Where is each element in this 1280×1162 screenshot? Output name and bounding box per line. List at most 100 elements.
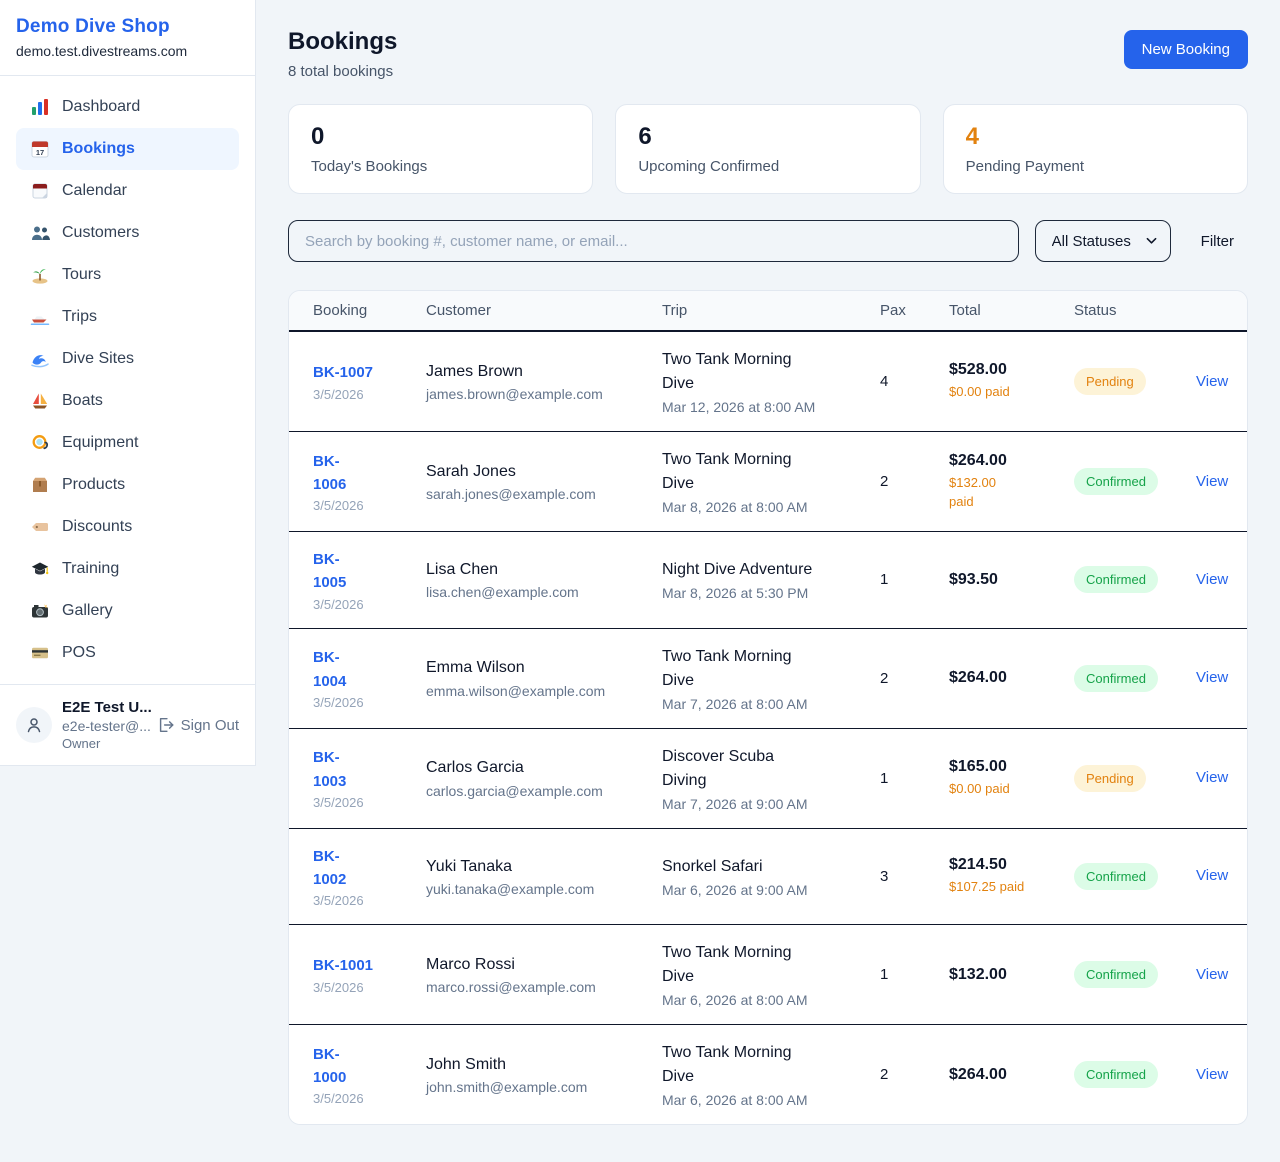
customer-email: sarah.jones@example.com [426,486,596,503]
column-header-booking: Booking [313,302,368,319]
trip-cell: Two Tank Morning Dive Mar 6, 2026 at 8:0… [662,1041,880,1108]
total-cell: $214.50 $107.25 paid [949,856,1074,897]
stat-label: Pending Payment [965,158,1085,175]
trip-name: Two Tank Morning Dive [662,1044,792,1085]
paid-amount: $0.00 paid [949,780,1010,796]
people-icon [30,223,50,243]
view-link[interactable]: View [1196,372,1229,390]
sidebar-item-boats[interactable]: Boats [16,380,239,422]
booking-id-link[interactable]: BK- 1004 [313,649,347,690]
trip-cell: Two Tank Morning Dive Mar 6, 2026 at 8:0… [662,941,880,1008]
customer-name: John Smith [426,1055,507,1073]
status-cell: Confirmed [1074,1061,1196,1088]
trip-datetime: Mar 8, 2026 at 8:00 AM [662,499,808,515]
table-body: BK-1007 3/5/2026 James Brown james.brown… [289,332,1247,1124]
status-select[interactable]: All Statuses [1039,232,1158,250]
column-header-customer: Customer [426,302,492,319]
sidebar-item-discounts[interactable]: Discounts [16,506,239,548]
status-badge: Confirmed [1074,1061,1158,1088]
view-link[interactable]: View [1196,669,1229,686]
status-cell: Pending [1074,368,1196,395]
customer-email: yuki.tanaka@example.com [426,880,595,897]
sidebar-item-equipment[interactable]: Equipment [16,422,239,464]
booking-id-link[interactable]: BK- 1003 [313,749,347,790]
sign-out-button[interactable]: Sign Out [157,716,239,734]
total-amount: $264.00 [949,669,1007,686]
total-amount: $165.00 [949,757,1007,775]
view-link[interactable]: View [1196,1065,1229,1083]
sidebar-item-label: Dive Sites [62,350,135,367]
bar-chart-icon [30,97,50,117]
page-header: Bookings 8 total bookings New Booking [288,28,1248,80]
customer-cell: John Smith john.smith@example.com [426,1054,662,1095]
sidebar-item-label: Discounts [62,518,133,535]
table-row: BK-1001 3/5/2026 Marco Rossi marco.rossi… [289,924,1247,1024]
customer-name: Sarah Jones [426,462,516,480]
customer-name: Lisa Chen [426,561,499,579]
booking-id-link[interactable]: BK- 1006 [313,452,347,493]
table-row: BK- 1005 3/5/2026 Lisa Chen lisa.chen@ex… [289,531,1247,628]
booking-id-link[interactable]: BK-1001 [313,957,374,975]
sidebar-item-customers[interactable]: Customers [16,212,239,254]
sidebar-item-products[interactable]: Products [16,464,239,506]
sidebar-item-label: Bookings [62,140,135,157]
view-link[interactable]: View [1196,769,1229,786]
filter-button[interactable]: Filter [1187,233,1248,250]
trip-cell: Two Tank Morning Dive Mar 8, 2026 at 8:0… [662,448,880,515]
sidebar-item-dashboard[interactable]: Dashboard [16,86,239,128]
booking-id-link[interactable]: BK- 1002 [313,847,347,888]
tag-icon [30,517,50,537]
sidebar-user-section: E2E Test U... e2e-tester@... Owner Sign … [0,684,255,765]
pax-count: 3 [880,867,889,885]
booking-id-link[interactable]: BK- 1000 [313,1045,347,1086]
view-cell: View [1196,669,1228,687]
trip-cell: Night Dive Adventure Mar 8, 2026 at 5:30… [662,558,880,601]
trip-datetime: Mar 6, 2026 at 8:00 AM [662,1092,808,1108]
total-cell: $165.00 $0.00 paid [949,758,1074,799]
user-email: e2e-tester@... [62,718,151,734]
sidebar-item-label: Calendar [62,182,127,199]
trip-cell: Two Tank Morning Dive Mar 12, 2026 at 8:… [662,348,880,415]
booking-cell: BK- 1002 3/5/2026 [313,845,426,909]
view-link[interactable]: View [1196,570,1229,588]
credit-card-icon [30,643,50,663]
sidebar-item-bookings[interactable]: 17 Bookings [16,128,239,170]
sidebar-item-training[interactable]: Training [16,548,239,590]
package-icon [30,475,50,495]
booking-date: 3/5/2026 [313,1091,364,1107]
booking-id-link[interactable]: BK-1007 [313,364,374,382]
stat-card-todays-bookings: 0 Today's Bookings [288,104,594,194]
total-cell: $264.00 $132.00 paid [949,452,1074,512]
total-amount: $214.50 [949,855,1007,873]
sidebar-item-tours[interactable]: Tours [16,254,239,296]
sidebar-item-dive-sites[interactable]: Dive Sites [16,338,239,380]
status-cell: Confirmed [1074,862,1196,890]
sign-out-label: Sign Out [180,716,239,734]
search-input[interactable] [288,220,1019,262]
sidebar-item-calendar[interactable]: Calendar [16,170,239,212]
sidebar: Demo Dive Shop demo.test.divestreams.com… [0,0,256,766]
table-row: BK- 1003 3/5/2026 Carlos Garcia carlos.g… [289,727,1247,828]
trip-cell: Two Tank Morning Dive Mar 7, 2026 at 8:0… [662,645,880,712]
sidebar-item-label: Tours [62,266,102,283]
paid-amount: $107.25 paid [949,878,1025,894]
status-badge: Confirmed [1074,961,1158,988]
avatar [16,707,52,743]
pax-count: 4 [880,373,889,390]
stat-label: Upcoming Confirmed [638,158,780,175]
booking-date: 3/5/2026 [313,386,364,402]
column-header-status: Status [1074,302,1117,319]
booking-id-link[interactable]: BK- 1005 [313,551,347,592]
sidebar-item-gallery[interactable]: Gallery [16,590,239,632]
view-link[interactable]: View [1196,472,1229,490]
table-row: BK- 1000 3/5/2026 John Smith john.smith@… [289,1024,1247,1124]
total-amount: $264.00 [949,451,1007,469]
wave-icon [30,349,50,369]
sidebar-item-pos[interactable]: POS [16,632,239,674]
sidebar-item-trips[interactable]: Trips [16,296,239,338]
view-link[interactable]: View [1196,965,1229,983]
view-link[interactable]: View [1196,867,1229,885]
new-booking-button[interactable]: New Booking [1123,30,1248,69]
paid-amount: $132.00 paid [949,474,996,509]
sidebar-item-label: Dashboard [62,98,141,115]
